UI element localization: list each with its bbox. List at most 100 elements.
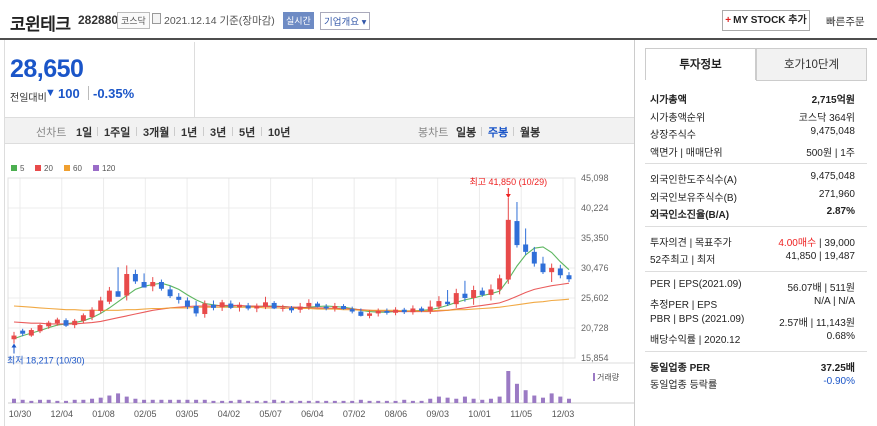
info-row-1-value: 2,715억원 [811,95,855,106]
candle-body [11,335,17,340]
candle-body [54,319,60,324]
volume-bar [194,399,199,403]
volume-bar [142,399,147,403]
panel-divider [634,40,635,426]
volume-bar [341,400,346,403]
candle-body [349,309,355,312]
candle-body [393,309,399,313]
plus-icon: + [725,15,732,26]
price-chart[interactable]: 5 20 60 120 45,098 40,224 35,350 30,476 25,602 2… [5,145,634,426]
change-separator [88,86,89,100]
volume-bar [376,400,381,403]
info-row-1: 시가총액 2,715억원 [650,91,855,108]
candle-body [80,315,86,321]
y-tick-label: 40,224 [581,203,609,213]
realtime-badge[interactable]: 실시간 [283,12,314,29]
candle-body [297,306,303,310]
candle-body [367,313,373,316]
period-sep [174,127,175,136]
volume-bar [514,383,519,403]
moving-averages [13,246,570,340]
volume-bar [29,400,34,403]
candle-body [488,289,494,295]
period-1y[interactable]: 1년 [181,127,198,139]
tab-invest-info[interactable]: 투자정보 [645,48,756,81]
candle-body [98,300,104,311]
x-tick-label: 01/08 [92,409,115,419]
industry-row-1-label: 동일업종 PER [650,362,711,374]
period-sep [203,127,204,136]
add-my-stock-button[interactable]: + MY STOCK 추가 [722,10,810,31]
volume-bar [168,399,173,403]
period-1d[interactable]: 1일 [76,127,93,139]
volume-bar [497,396,502,403]
candle-weekly[interactable]: 주봉 [488,127,509,139]
volume-bar [462,396,467,403]
candle-body [505,219,511,280]
company-info-dropdown[interactable]: 기업개요 ▾ [320,12,371,30]
volume-bar [523,390,528,403]
y-tick-label: 20,728 [581,323,609,333]
y-tick-label: 15,854 [581,353,609,363]
period-10y[interactable]: 10년 [268,127,291,139]
x-axis-labels: 10/30 12/04 01/08 02/05 03/05 04/02 05/07 06/04… [9,409,575,419]
industry-row-2: 동일업종 등락률 -0.90% [650,376,855,393]
valuation-row-2-label: 추정PER | EPS [650,300,718,311]
volume-bar [480,399,485,403]
volume-bar [280,400,285,403]
opinion-row-1-opinion: 4.00매수 [778,237,817,249]
chart-grid [7,177,634,404]
period-sep [513,127,514,136]
low-arrowhead-icon [11,343,17,348]
tab-orderbook[interactable]: 호가10단계 [756,48,867,81]
industry-row-2-value: -0.90% [823,376,855,387]
x-tick-label: 08/06 [385,409,408,419]
candle-daily[interactable]: 일봉 [456,127,477,139]
x-tick-label: 05/07 [259,409,282,419]
high-arrowhead-icon [505,193,511,198]
candle-body [401,309,407,313]
candle-body [228,303,234,308]
line-ma20 [13,282,570,325]
volume-bar [532,395,537,403]
volume-bar [358,399,363,403]
candle-body [28,330,34,336]
volume-bar [246,400,251,403]
valuation-row-3-value: 2.57배 | 11,143원 [779,317,855,329]
y-axis-labels: 45,098 40,224 35,350 30,476 25,602 20,728 15,8… [581,173,609,363]
y-tick-label: 25,602 [581,293,609,303]
candle-chart-label: 봉차트 [418,127,449,139]
candle-body [236,304,242,308]
info-row-3-value: 9,475,048 [810,126,856,137]
period-sep [481,127,482,136]
period-3y[interactable]: 3년 [210,127,227,139]
volume-bar [185,399,190,403]
legend-swatch-ma20 [35,165,41,171]
period-1w[interactable]: 1주일 [104,127,131,139]
volume-bar [549,393,554,403]
valuation-row-4-label: 배당수익률 | 2020.12 [650,335,741,346]
foreign-row-1-value: 9,475,048 [810,171,856,182]
candle-body [323,306,329,309]
quick-order-link[interactable]: 빠른주문 [826,16,865,28]
legend-label-ma5: 5 [20,164,25,173]
period-3m[interactable]: 3개월 [143,127,170,139]
period-5y[interactable]: 5년 [239,127,256,139]
candle-body [523,244,529,252]
volume-bar [306,400,311,403]
info-separator [645,225,867,227]
volume-bar [64,400,69,403]
candle-monthly[interactable]: 월봉 [520,127,541,139]
info-row-4-label: 액면가 | 매매단위 [650,147,723,159]
x-tick-label: 12/03 [552,409,575,419]
x-tick-label: 11/05 [510,409,532,419]
candle-body [63,320,69,326]
foreign-row-3-label: 외국인소진율(B/A) [650,210,730,221]
x-tick-label: 07/02 [343,409,366,419]
candle-body [375,310,381,314]
x-tick-label: 10/30 [9,409,32,419]
line-chart-label: 선차트 [36,127,67,139]
candle-body [419,308,425,311]
candle-body [462,293,468,299]
active-tab-gap [645,80,756,81]
